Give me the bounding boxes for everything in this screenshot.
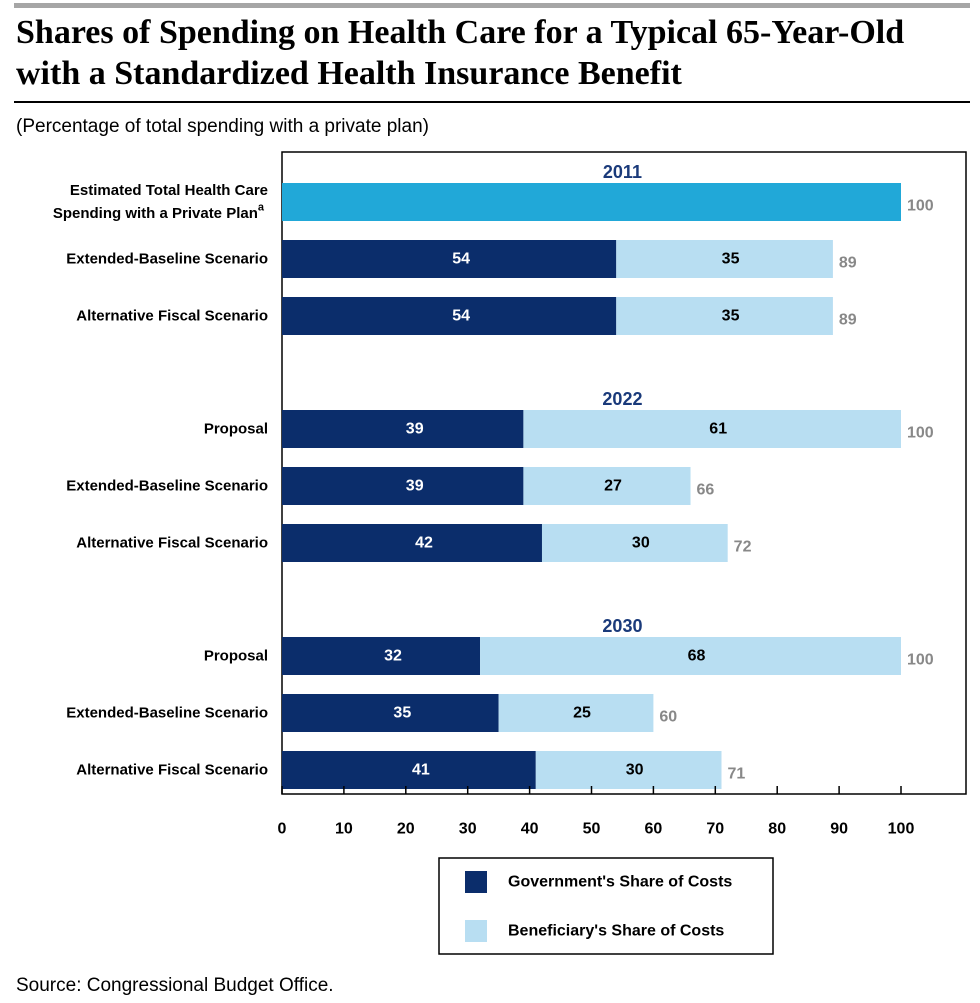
- x-tick-label: 60: [645, 821, 663, 838]
- x-tick-label: 80: [768, 821, 786, 838]
- beneficiary-value-label: 25: [573, 705, 591, 722]
- total-value-label: 72: [734, 539, 752, 556]
- legend-box: [438, 857, 774, 955]
- government-share-bar: [282, 240, 617, 278]
- group-year-label: 2011: [603, 162, 642, 182]
- total-value-label: 100: [907, 652, 934, 669]
- category-label: Extended-Baseline Scenario: [66, 478, 268, 495]
- beneficiary-value-label: 35: [722, 308, 740, 325]
- legend-label: Beneficiary's Share of Costs: [508, 923, 724, 940]
- government-share-bar: [282, 410, 524, 448]
- category-label: Estimated Total Health Care: [70, 182, 268, 199]
- x-tick-label: 40: [521, 821, 539, 838]
- total-value-label: 89: [839, 255, 857, 272]
- chart-subtitle: (Percentage of total spending with a pri…: [16, 116, 429, 137]
- category-label: Extended-Baseline Scenario: [66, 251, 268, 268]
- legend-label: Government's Share of Costs: [508, 874, 732, 891]
- government-value-label: 54: [452, 251, 470, 268]
- category-label: Alternative Fiscal Scenario: [76, 308, 268, 325]
- x-tick-label: 50: [583, 821, 601, 838]
- government-share-bar: [282, 637, 481, 675]
- government-value-label: 32: [384, 648, 402, 665]
- beneficiary-share-bar: [541, 524, 728, 562]
- government-value-label: 41: [412, 762, 430, 779]
- government-value-label: 39: [406, 421, 424, 438]
- x-tick-label: 10: [335, 821, 353, 838]
- legend-swatch: [465, 920, 487, 942]
- government-share-bar: [282, 297, 617, 335]
- total-value-label: 89: [839, 312, 857, 329]
- chart-title: Shares of Spending on Health Care for a …: [16, 14, 905, 92]
- group-year-label: 2022: [602, 389, 642, 409]
- beneficiary-value-label: 68: [688, 648, 706, 665]
- beneficiary-value-label: 30: [632, 535, 650, 552]
- government-value-label: 54: [452, 308, 470, 325]
- beneficiary-share-bar: [480, 637, 901, 675]
- beneficiary-value-label: 35: [722, 251, 740, 268]
- government-share-bar: [282, 751, 536, 789]
- beneficiary-share-bar: [616, 297, 833, 335]
- category-label: Proposal: [204, 421, 268, 438]
- beneficiary-value-label: 61: [709, 421, 727, 438]
- source-note: Source: Congressional Budget Office.: [16, 975, 334, 996]
- total-value-label: 66: [697, 482, 715, 499]
- beneficiary-share-bar: [498, 694, 654, 732]
- footnote-marker: a: [258, 202, 265, 214]
- government-value-label: 35: [393, 705, 411, 722]
- beneficiary-share-bar: [523, 410, 901, 448]
- category-label: Extended-Baseline Scenario: [66, 705, 268, 722]
- group-year-label: 2030: [602, 616, 642, 636]
- total-spending-bar: [282, 183, 901, 221]
- beneficiary-share-bar: [616, 240, 833, 278]
- x-tick-label: 100: [888, 821, 915, 838]
- x-tick-label: 30: [459, 821, 477, 838]
- government-value-label: 39: [406, 478, 424, 495]
- total-value-label: 60: [659, 709, 677, 726]
- category-label: Alternative Fiscal Scenario: [76, 762, 268, 779]
- legend-swatch: [465, 871, 487, 893]
- x-tick-label: 0: [278, 821, 287, 838]
- government-share-bar: [282, 524, 542, 562]
- category-label: Spending with a Private Plana: [53, 202, 265, 223]
- beneficiary-share-bar: [523, 467, 691, 505]
- title-rule: [14, 101, 970, 103]
- x-tick-label: 90: [830, 821, 848, 838]
- category-label: Alternative Fiscal Scenario: [76, 535, 268, 552]
- category-label: Proposal: [204, 648, 268, 665]
- beneficiary-share-bar: [535, 751, 722, 789]
- top-rule: [14, 3, 970, 8]
- government-share-bar: [282, 467, 524, 505]
- total-value-label: 100: [907, 198, 934, 215]
- government-value-label: 42: [415, 535, 433, 552]
- government-share-bar: [282, 694, 499, 732]
- total-value-label: 71: [727, 766, 745, 783]
- x-tick-label: 20: [397, 821, 415, 838]
- beneficiary-value-label: 30: [626, 762, 644, 779]
- total-value-label: 100: [907, 425, 934, 442]
- beneficiary-value-label: 27: [604, 478, 622, 495]
- x-tick-label: 70: [706, 821, 724, 838]
